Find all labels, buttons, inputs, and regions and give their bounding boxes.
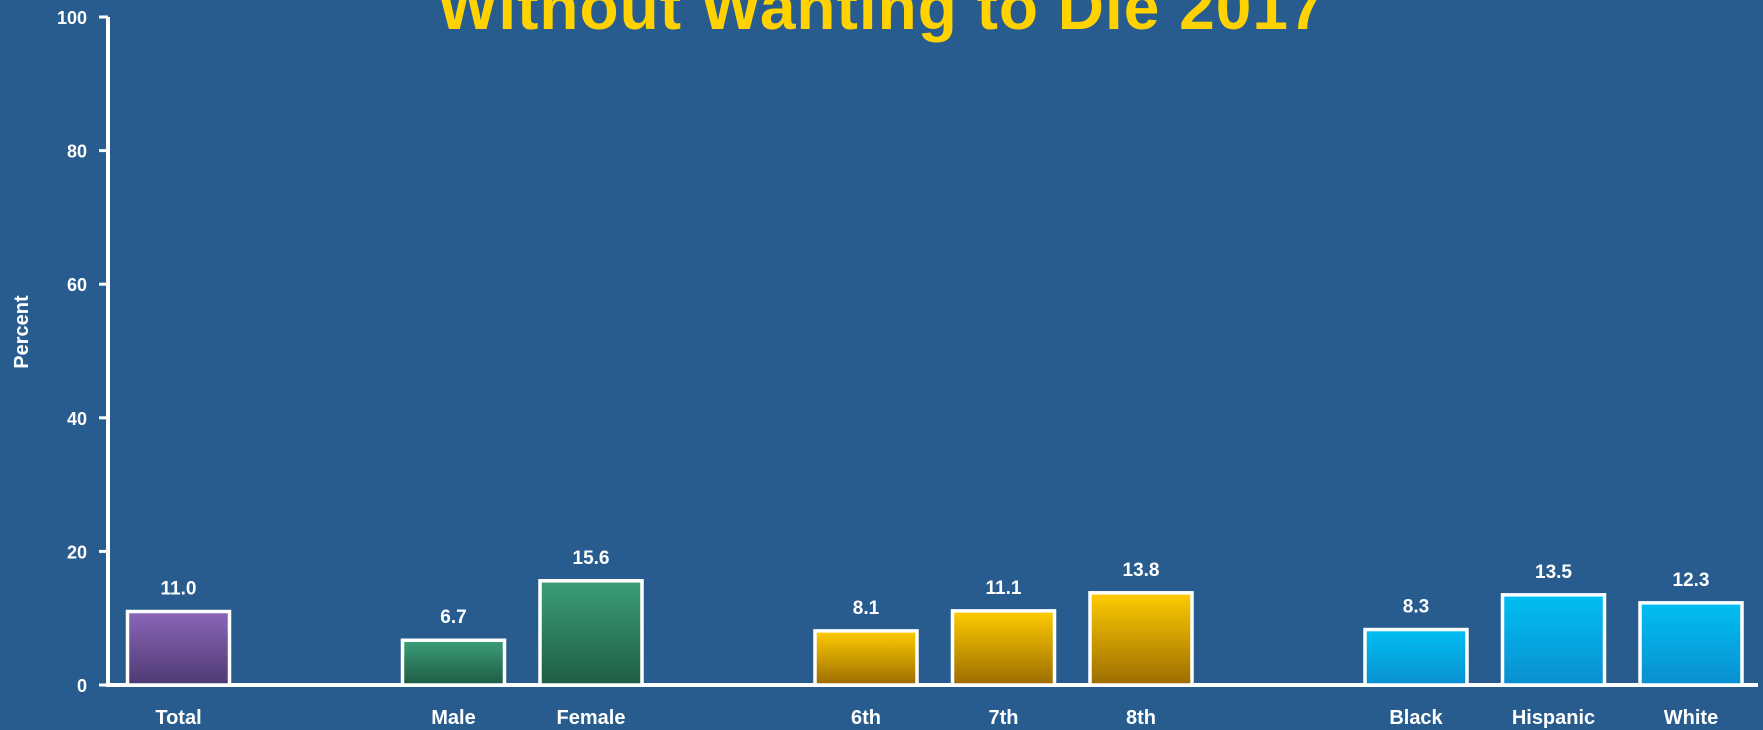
x-tick-label-8th: 8th — [1126, 707, 1156, 729]
bar-male — [400, 638, 507, 687]
x-tick-label-black: Black — [1389, 707, 1443, 729]
y-tick-label: 0 — [77, 676, 87, 696]
bar-6th — [813, 629, 919, 687]
chart-bars — [125, 579, 1744, 687]
bar-7th — [950, 609, 1057, 687]
data-label-black: 8.3 — [1403, 597, 1429, 618]
chart-axes: 0 20 40 60 80 100 — [57, 8, 1758, 696]
data-label-hispanic: 13.5 — [1535, 562, 1572, 583]
y-tick-label: 100 — [57, 8, 87, 28]
data-label-white: 12.3 — [1673, 570, 1710, 591]
y-tick-label: 60 — [67, 275, 87, 295]
y-tick-label: 40 — [67, 409, 87, 429]
x-tick-label-7th: 7th — [989, 707, 1019, 729]
y-tick-label: 80 — [67, 142, 87, 162]
chart-labels: 11.0 Total 6.7 Male 15.6 Female 8.1 6th 11.1 7th 1… — [155, 548, 1718, 729]
x-tick-label-total: Total — [155, 707, 201, 729]
data-label-6th: 8.1 — [853, 598, 880, 619]
x-tick-label-hispanic: Hispanic — [1512, 707, 1595, 729]
data-label-female: 15.6 — [573, 548, 610, 569]
bar-hispanic — [1500, 593, 1607, 687]
x-tick-label-white: White — [1664, 707, 1718, 729]
data-label-male: 6.7 — [440, 607, 466, 628]
bar-female — [538, 579, 644, 687]
bar-black — [1363, 627, 1469, 687]
data-label-8th: 13.8 — [1123, 560, 1160, 581]
bar-white — [1638, 601, 1744, 687]
x-tick-label-male: Male — [431, 707, 475, 729]
bar-8th — [1088, 591, 1194, 687]
chart-title: Without Wanting to Die 2017 — [437, 0, 1326, 43]
data-label-total: 11.0 — [161, 579, 197, 600]
y-tick-label: 20 — [67, 542, 87, 562]
x-tick-label-female: Female — [557, 707, 626, 729]
y-axis-title: Percent — [11, 295, 33, 369]
x-tick-label-6th: 6th — [851, 707, 881, 729]
bar-total — [125, 609, 232, 687]
data-label-7th: 11.1 — [986, 578, 1022, 599]
